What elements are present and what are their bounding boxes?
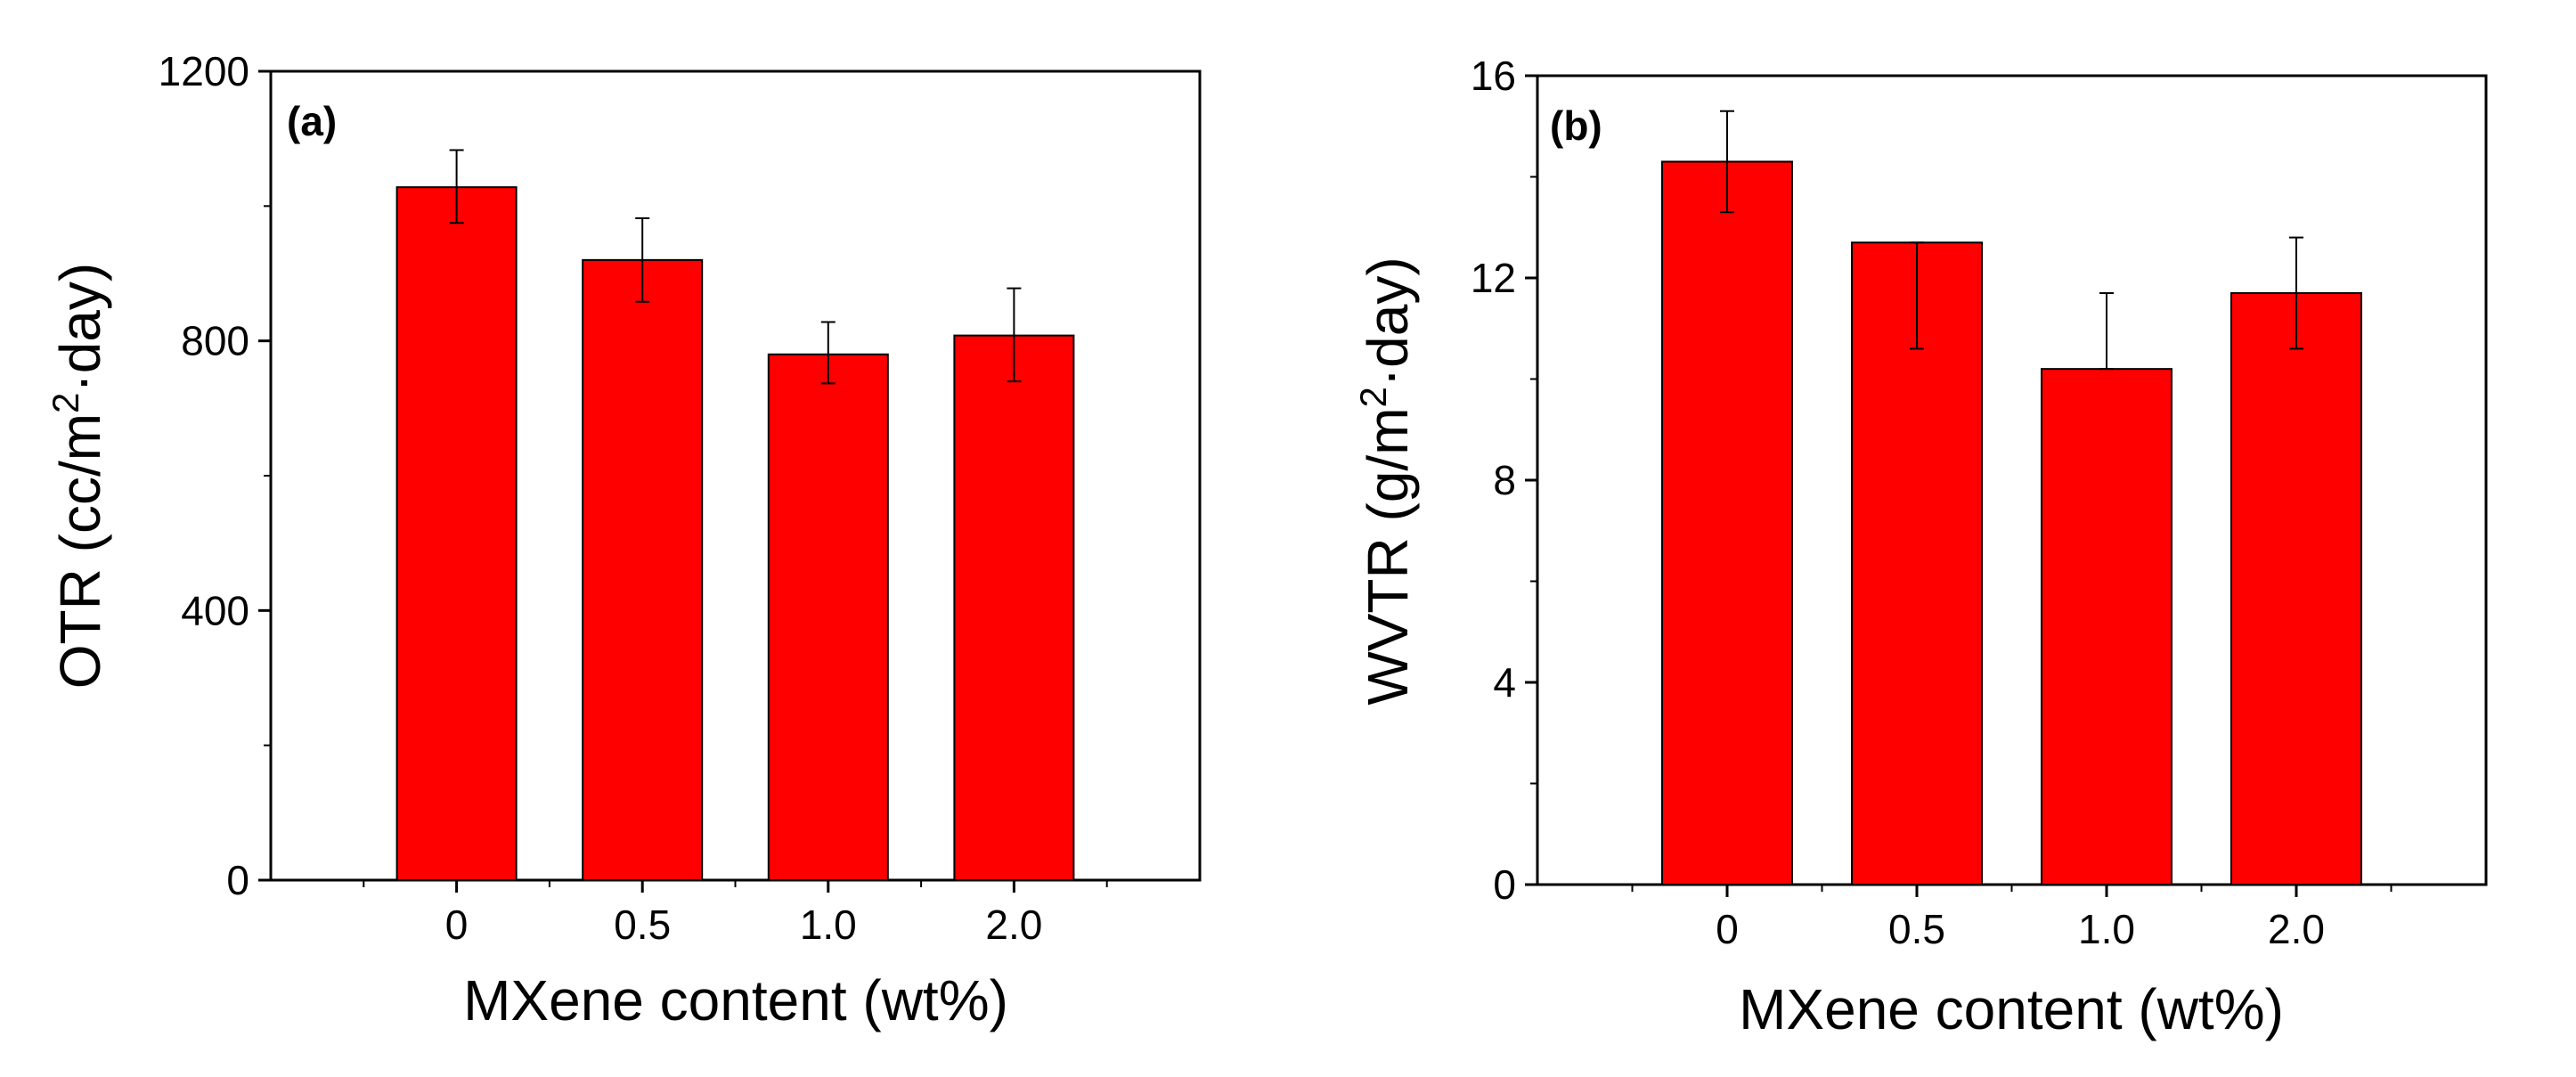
x-tick-label: 0.5 xyxy=(1888,906,1945,952)
chart-panel-a: (a) MXene content (wt%) OTR (cc/m2·day) … xyxy=(45,48,1202,1032)
panel-label: (b) xyxy=(1550,102,1602,149)
x-tick-label: 1.0 xyxy=(2078,906,2135,952)
y-tick-label: 1200 xyxy=(159,48,249,94)
bar-1.0 xyxy=(767,353,889,881)
y-tick-label: 0 xyxy=(226,857,249,903)
bar-2.0 xyxy=(2230,292,2362,885)
y-axis-title: OTR (cc/m2·day) xyxy=(45,263,112,689)
x-axis-title: MXene content (wt%) xyxy=(1739,977,2284,1041)
x-tick-label: 2.0 xyxy=(2268,906,2325,952)
bar-0.5 xyxy=(582,258,704,882)
x-tick-label: 0 xyxy=(445,902,469,948)
x-tick-label: 1.0 xyxy=(800,902,857,948)
y-tick-label: 0 xyxy=(1493,861,1516,908)
y-tick-label: 16 xyxy=(1471,53,1516,99)
y-tick-label: 8 xyxy=(1493,457,1516,503)
chart-panel-b: (b) MXene content (wt%) WVTR (g/m2·day) … xyxy=(1352,53,2488,1041)
y-tick-label: 4 xyxy=(1493,659,1516,706)
x-tick-label: 0.5 xyxy=(614,902,671,948)
x-axis-title: MXene content (wt%) xyxy=(463,968,1008,1032)
bar-0 xyxy=(395,186,518,881)
bar-2.0 xyxy=(953,334,1075,881)
y-tick-label: 400 xyxy=(181,587,249,633)
y-axis-title: WVTR (g/m2·day) xyxy=(1352,257,1420,705)
panel-label: (a) xyxy=(287,98,337,144)
bar-1.0 xyxy=(2041,368,2172,885)
y-tick-label: 800 xyxy=(181,318,249,364)
x-tick-label: 0 xyxy=(1716,906,1739,952)
bar-0 xyxy=(1661,160,1793,886)
x-tick-label: 2.0 xyxy=(985,902,1042,948)
y-tick-label: 12 xyxy=(1471,255,1516,301)
